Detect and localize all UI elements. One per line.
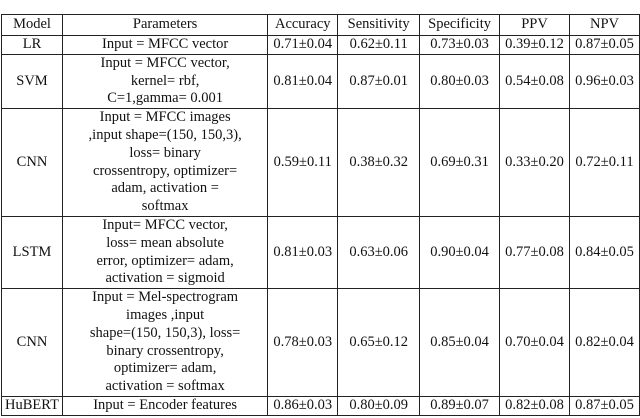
metric-cell: 0.81±0.03 [267,215,339,290]
metric-cell: 0.39±0.12 [499,35,570,55]
parameter-line: Input= MFCC vector, [102,216,228,233]
table-row: CNN Input = Mel-spectrogram images ,input s… [1,288,640,397]
parameter-line: softmax [141,198,189,215]
metric-cell: 0.80±0.03 [419,53,501,110]
metric-cell: 0.65±0.12 [337,288,421,397]
metric-cell: 0.69±0.31 [419,108,501,217]
metric-cell: 0.81±0.04 [267,53,339,110]
parameter-line: C=1,gamma= 0.001 [107,90,224,107]
metric-cell: 0.86±0.03 [267,395,339,416]
metric-cell: 0.84±0.05 [569,215,640,290]
parameter-line: activation = sigmoid [105,270,225,287]
parameters-cell: Input = Encoder features [61,395,269,416]
metric-cell: 0.87±0.05 [569,35,640,55]
metric-cell: 0.63±0.06 [337,215,421,290]
metric-cell: 0.90±0.04 [419,215,501,290]
model-cell: SVM [1,53,63,110]
parameter-line: shape=(150, 150,3), loss= [89,324,241,341]
parameter-line: images ,input [126,306,205,323]
metric-cell: 0.72±0.11 [569,108,640,217]
model-cell: CNN [1,108,63,217]
metric-cell: 0.54±0.08 [499,53,570,110]
parameter-line: ,input shape=(150, 150,3), [88,126,242,143]
metric-cell: 0.59±0.11 [267,108,339,217]
metric-cell: 0.38±0.32 [337,108,421,217]
metric-cell: 0.77±0.08 [499,215,570,290]
table-row: LSTM Input= MFCC vector, loss= mean absolu… [1,215,640,290]
model-cell: LR [1,35,63,55]
table-row: LR Input = MFCC vector 0.71±0.04 0.62±0.11 0… [1,35,640,55]
metric-cell: 0.87±0.01 [337,53,421,110]
parameter-line: optimizer= adam, [113,360,217,377]
parameter-line: Input = MFCC vector, [100,54,230,71]
metric-cell: 0.62±0.11 [337,35,421,55]
column-header: Specificity [419,14,501,36]
table-row: CNN Input = MFCC images ,input shape=(150,… [1,108,640,217]
parameters-cell: Input = MFCC vector [61,35,269,55]
metric-cell: 0.70±0.04 [499,288,570,397]
model-cell: CNN [1,288,63,397]
parameters-cell: Input = Mel-spectrogram images ,input shap… [61,288,269,397]
parameter-line: Input = MFCC images [99,109,231,126]
table-row: SVM Input = MFCC vector, kernel= rbf, C=1,g… [1,53,640,110]
table-row: HuBERT Input = Encoder features 0.86±0.03 0… [1,395,640,416]
parameter-line: loss= mean absolute [106,234,224,251]
column-header: Parameters [61,14,269,36]
column-header: Accuracy [267,14,339,36]
parameter-line: error, optimizer= adam, [96,252,234,269]
column-header: Sensitivity [337,14,421,36]
parameter-line: Input = Mel-spectrogram [92,289,239,306]
metric-cell: 0.89±0.07 [419,395,501,416]
model-cell: LSTM [1,215,63,290]
parameter-line: crossentropy, optimizer= [93,162,238,179]
metric-cell: 0.33±0.20 [499,108,570,217]
parameter-line: Input = Encoder features [93,396,238,413]
parameters-cell: Input = MFCC vector, kernel= rbf, C=1,gamm… [61,53,269,110]
parameter-line: kernel= rbf, [130,72,200,89]
metric-cell: 0.73±0.03 [419,35,501,55]
metric-cell: 0.96±0.03 [569,53,640,110]
metric-cell: 0.87±0.05 [569,395,640,416]
header-row: Model Parameters Accuracy Sensitivity Specif… [1,14,640,36]
column-header: Model [1,14,63,36]
metric-cell: 0.82±0.08 [499,395,570,416]
parameter-line: adam, activation = [111,180,219,197]
parameter-line: Input = MFCC vector [102,36,229,52]
column-header: PPV [499,14,570,36]
parameters-cell: Input= MFCC vector, loss= mean absolute er… [61,215,269,290]
metric-cell: 0.82±0.04 [569,288,640,397]
metric-cell: 0.71±0.04 [267,35,339,55]
model-cell: HuBERT [1,395,63,416]
parameter-line: binary crossentropy, [106,342,224,359]
results-table: Model Parameters Accuracy Sensitivity Specif… [1,14,640,416]
metric-cell: 0.80±0.09 [337,395,421,416]
parameter-line: activation = softmax [105,378,225,395]
metric-cell: 0.85±0.04 [419,288,501,397]
parameters-cell: Input = MFCC images ,input shape=(150, 15… [61,108,269,217]
parameter-line: loss= binary [129,144,201,161]
metric-cell: 0.78±0.03 [267,288,339,397]
column-header: NPV [569,14,640,36]
